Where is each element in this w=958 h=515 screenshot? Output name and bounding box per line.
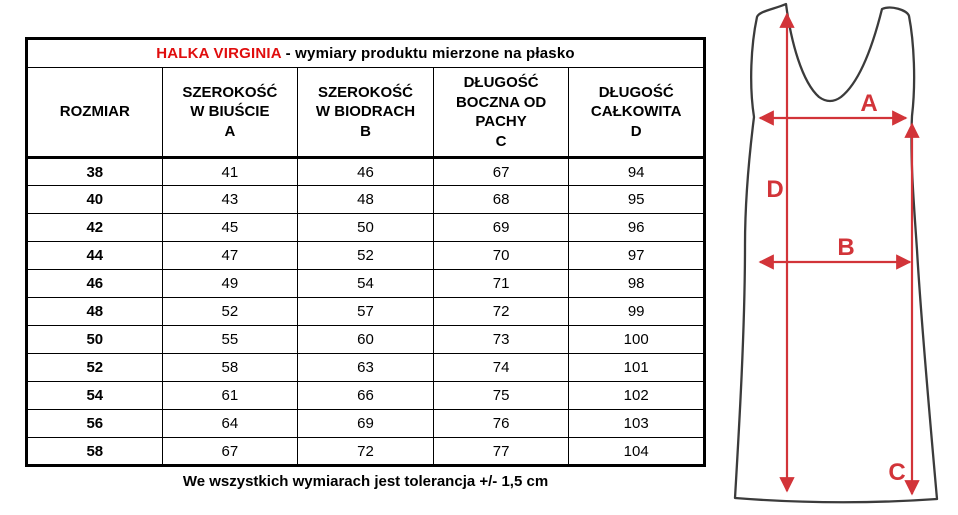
bust-width-cell: 49: [161, 269, 299, 298]
column-header-rozmiar: ROZMIAR: [26, 67, 163, 159]
product-name: HALKA VIRGINIA: [156, 45, 282, 62]
side-length-cell: 76: [432, 409, 570, 438]
total-length-cell: 98: [568, 269, 705, 298]
side-length-cell: 69: [432, 213, 570, 242]
table-row: 46 49 54 71 98: [26, 269, 705, 298]
size-cell: 40: [26, 185, 163, 214]
total-length-cell: 96: [568, 213, 705, 242]
size-cell: 48: [26, 297, 163, 326]
tolerance-note: We wszystkich wymiarach jest tolerancja …: [182, 473, 549, 490]
bust-width-cell: 61: [161, 381, 299, 410]
total-length-cell: 95: [568, 185, 705, 214]
bust-width-cell: 58: [161, 353, 299, 382]
table-row: 50 55 60 73 100: [26, 325, 705, 354]
measure-label-c: C: [888, 459, 905, 486]
bust-width-cell: 52: [161, 297, 299, 326]
size-cell: 56: [26, 409, 163, 438]
hip-width-cell: 72: [297, 437, 434, 466]
side-length-cell: 74: [432, 353, 570, 382]
table-row: 58 67 72 77 104: [26, 437, 705, 466]
hip-width-cell: 60: [297, 325, 434, 354]
table-row: 52 58 63 74 101: [26, 353, 705, 382]
total-length-cell: 97: [568, 241, 705, 270]
hip-width-cell: 50: [297, 213, 434, 242]
side-length-cell: 73: [432, 325, 570, 354]
bust-width-cell: 41: [161, 157, 299, 186]
size-table-container: HALKA VIRGINIA - wymiary produktu mierzo…: [25, 37, 706, 490]
table-row: 42 45 50 69 96: [26, 213, 705, 242]
size-table-body: 38 41 46 67 94 40 43 48 68 95 42 45 50 6…: [26, 157, 705, 466]
hip-width-cell: 48: [297, 185, 434, 214]
table-row: 40 43 48 68 95: [26, 185, 705, 214]
column-header-bust-width-a: SZEROKOŚĆ W BIUŚCIE A: [161, 67, 299, 159]
measure-label-a: A: [860, 90, 877, 117]
side-length-cell: 71: [432, 269, 570, 298]
table-row: 56 64 69 76 103: [26, 409, 705, 438]
bust-width-cell: 55: [161, 325, 299, 354]
total-length-cell: 104: [568, 437, 705, 466]
measure-label-b: B: [837, 234, 854, 261]
table-row: 38 41 46 67 94: [26, 157, 705, 186]
size-cell: 46: [26, 269, 163, 298]
side-length-cell: 67: [432, 157, 570, 186]
dress-outline: [733, 2, 939, 504]
side-length-cell: 77: [432, 437, 570, 466]
table-title-row: HALKA VIRGINIA - wymiary produktu mierzo…: [26, 38, 705, 68]
side-length-cell: 70: [432, 241, 570, 270]
size-cell: 54: [26, 381, 163, 410]
title-description: - wymiary produktu mierzone na płasko: [281, 45, 575, 62]
total-length-cell: 94: [568, 157, 705, 186]
table-row: 44 47 52 70 97: [26, 241, 705, 270]
bust-width-cell: 47: [161, 241, 299, 270]
dress-diagram: A B C D: [733, 2, 939, 504]
total-length-cell: 100: [568, 325, 705, 354]
size-cell: 38: [26, 157, 163, 186]
column-header-total-length-d: DŁUGOŚĆ CAŁKOWITA D: [568, 67, 705, 159]
total-length-cell: 99: [568, 297, 705, 326]
total-length-cell: 101: [568, 353, 705, 382]
hip-width-cell: 66: [297, 381, 434, 410]
side-length-cell: 75: [432, 381, 570, 410]
hip-width-cell: 46: [297, 157, 434, 186]
hip-width-cell: 52: [297, 241, 434, 270]
table-row: 48 52 57 72 99: [26, 297, 705, 326]
size-table: HALKA VIRGINIA - wymiary produktu mierzo…: [25, 37, 706, 467]
bust-width-cell: 67: [161, 437, 299, 466]
size-cell: 50: [26, 325, 163, 354]
bust-width-cell: 45: [161, 213, 299, 242]
total-length-cell: 102: [568, 381, 705, 410]
table-title: HALKA VIRGINIA - wymiary produktu mierzo…: [26, 38, 705, 68]
size-cell: 44: [26, 241, 163, 270]
hip-width-cell: 54: [297, 269, 434, 298]
column-header-hip-width-b: SZEROKOŚĆ W BIODRACH B: [297, 67, 434, 159]
size-table-head: HALKA VIRGINIA - wymiary produktu mierzo…: [26, 38, 705, 159]
measure-label-d: D: [766, 176, 783, 203]
table-row: 54 61 66 75 102: [26, 381, 705, 410]
hip-width-cell: 69: [297, 409, 434, 438]
size-cell: 58: [26, 437, 163, 466]
hip-width-cell: 57: [297, 297, 434, 326]
bust-width-cell: 64: [161, 409, 299, 438]
column-header-side-length-c: DŁUGOŚĆ BOCZNA OD PACHY C: [432, 67, 570, 159]
side-length-cell: 72: [432, 297, 570, 326]
hip-width-cell: 63: [297, 353, 434, 382]
side-length-cell: 68: [432, 185, 570, 214]
size-cell: 52: [26, 353, 163, 382]
total-length-cell: 103: [568, 409, 705, 438]
table-header-row: ROZMIAR SZEROKOŚĆ W BIUŚCIE A SZEROKOŚĆ …: [26, 67, 705, 159]
size-cell: 42: [26, 213, 163, 242]
bust-width-cell: 43: [161, 185, 299, 214]
